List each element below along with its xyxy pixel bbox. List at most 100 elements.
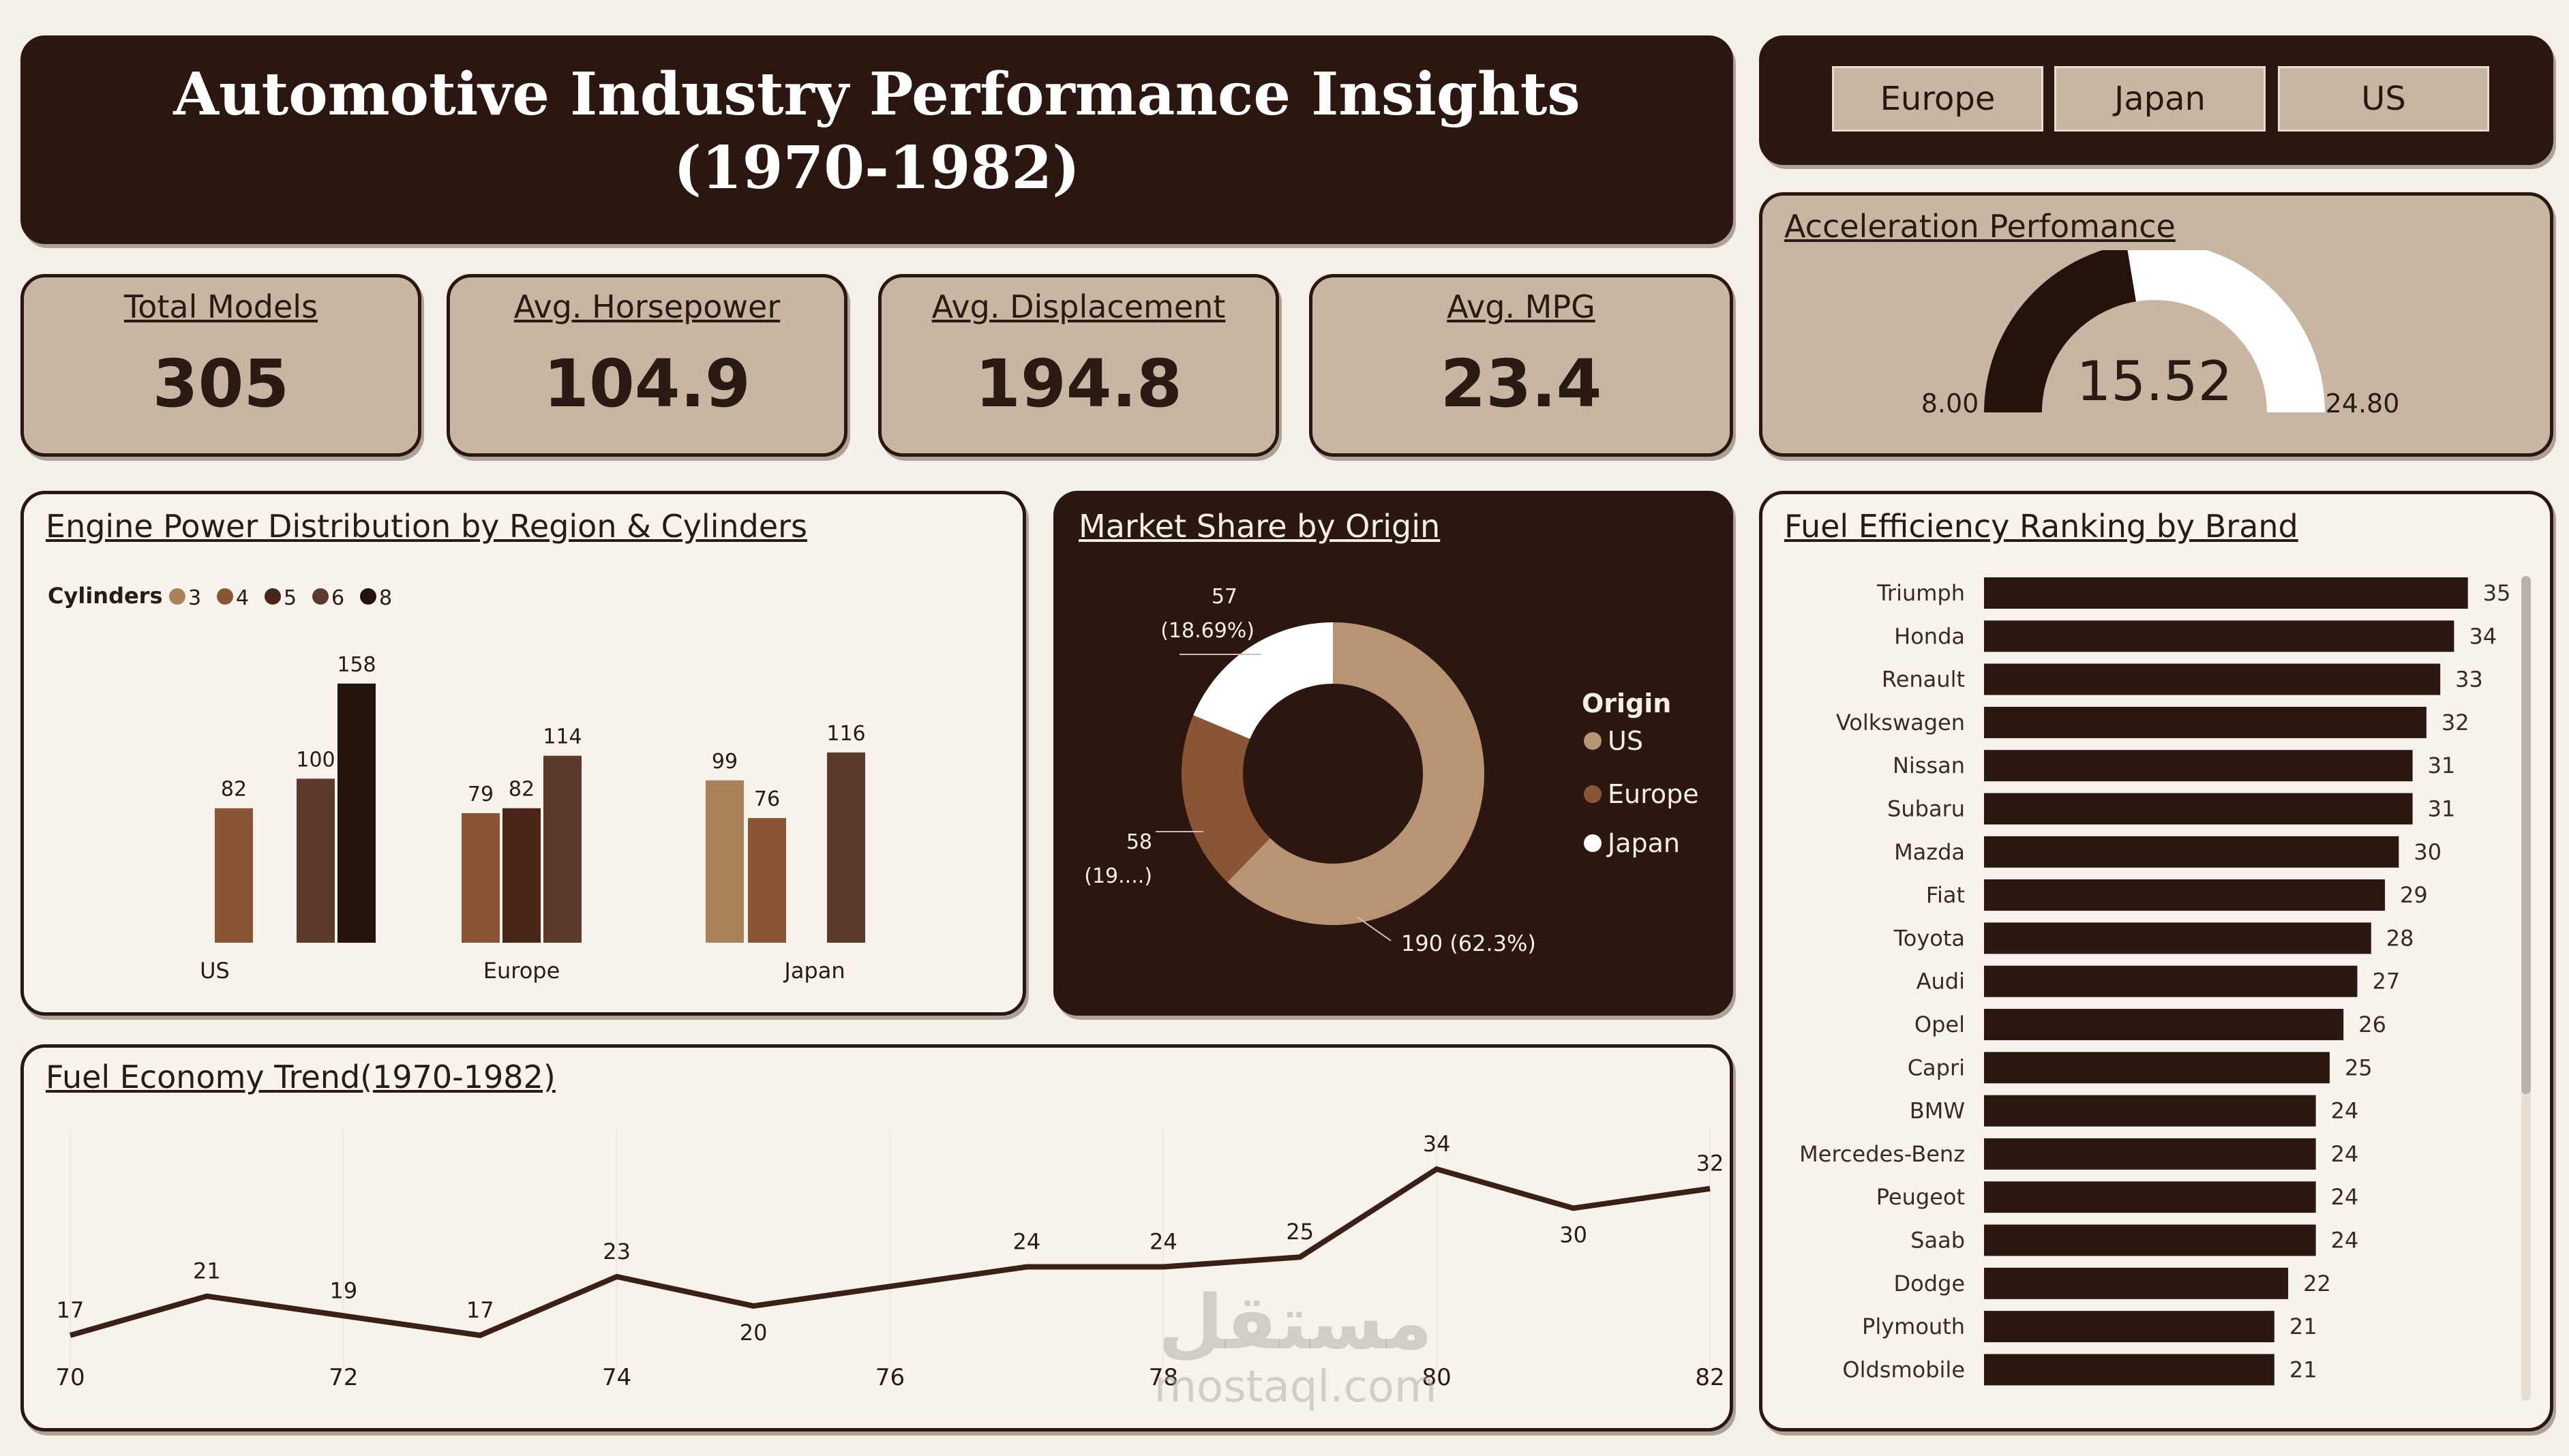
brand-bar-bmw[interactable] <box>1984 1095 2316 1127</box>
brand-label: Capri <box>1908 1055 1965 1080</box>
brand-value-label: 24 <box>2331 1184 2359 1210</box>
engine-bar-label: 79 <box>468 783 494 806</box>
acceleration-gauge-card: Acceleration Perfomance 8.00 24.80 15.52 <box>1759 192 2553 457</box>
kpi-label: Avg. Horsepower <box>513 288 781 325</box>
brand-bar-mercedes-benz[interactable] <box>1984 1138 2316 1170</box>
brand-value-label: 31 <box>2428 753 2456 778</box>
brand-bar-honda[interactable] <box>1984 620 2454 652</box>
brand-value-label: 25 <box>2345 1055 2373 1080</box>
trend-line <box>69 1166 1711 1339</box>
kpi-avg-mpg: Avg. MPG 23.4 <box>1309 274 1733 457</box>
engine-bar-label: 99 <box>712 750 738 774</box>
slicer-button-japan[interactable]: Japan <box>2054 66 2266 132</box>
brand-bar-opel[interactable] <box>1984 1009 2344 1040</box>
brand-bar-toyota[interactable] <box>1984 922 2371 954</box>
fuel-economy-trend-card: Fuel Economy Trend(1970-1982) 70 72 74 76 78… <box>20 1044 1733 1431</box>
legend-europe: Europe <box>1608 779 1699 809</box>
kpi-avg-horsepower: Avg. Horsepower 104.9 <box>447 274 847 457</box>
brand-label: Opel <box>1914 1012 1965 1037</box>
brand-value-label: 21 <box>2289 1314 2317 1339</box>
brand-label: Fiat <box>1926 882 1965 908</box>
brand-label: Mazda <box>1894 839 1965 865</box>
trend-point-label: 25 <box>1286 1219 1314 1245</box>
gauge-fill <box>1984 250 2136 412</box>
legend-label-cyl-3: 3 <box>188 586 201 610</box>
brand-bar-triumph[interactable] <box>1984 577 2468 609</box>
brand-bar-volkswagen[interactable] <box>1984 706 2427 738</box>
market-share-title: Market Share by Origin <box>1079 508 1441 545</box>
brand-label: Plymouth <box>1862 1314 1965 1339</box>
europe-value-label: 58 <box>1126 830 1152 854</box>
gauge-chart: 8.00 24.80 15.52 <box>1921 250 2399 419</box>
kpi-value: 194.8 <box>975 346 1182 422</box>
slicer-button-us[interactable]: US <box>2278 66 2489 132</box>
engine-bar-label: 82 <box>509 778 535 802</box>
legend-dot-us <box>1584 732 1602 750</box>
engine-bar-japan-cyl-4[interactable] <box>748 818 786 943</box>
kpi-value: 104.9 <box>543 346 751 422</box>
japan-pct-label: (18.69%) <box>1160 619 1255 643</box>
engine-bar-label: 82 <box>221 778 247 802</box>
legend-label-cyl-4: 4 <box>236 586 249 610</box>
slicer-button-europe[interactable]: Europe <box>1832 66 2043 132</box>
brand-value-label: 30 <box>2414 839 2442 865</box>
brand-bar-mazda[interactable] <box>1984 836 2399 868</box>
donut-slice-europe[interactable] <box>1182 715 1270 882</box>
engine-power-chart: Cylinders 3 4 5 6 8 82 100 158 US 79 82 114 Europe 9… <box>48 583 866 984</box>
brand-bar-capri[interactable] <box>1984 1052 2330 1084</box>
donut-slice-japan[interactable] <box>1193 622 1333 740</box>
brand-bar-renault[interactable] <box>1984 663 2441 695</box>
legend-dot-cyl-3 <box>169 588 185 605</box>
fuel-efficiency-card: Fuel Efficiency Ranking by Brand Triumph… <box>1759 491 2553 1431</box>
engine-bar-europe-cyl-5[interactable] <box>502 808 541 943</box>
engine-bar-europe-cyl-4[interactable] <box>462 813 500 943</box>
legend-us: US <box>1608 726 1643 756</box>
gauge-value-label: 15.52 <box>2076 350 2232 413</box>
legend-dot-cyl-4 <box>217 588 233 605</box>
kpi-label: Avg. Displacement <box>931 288 1226 325</box>
brand-value-label: 28 <box>2386 925 2414 951</box>
brand-value-label: 34 <box>2469 623 2497 649</box>
brand-label: Dodge <box>1893 1271 1965 1296</box>
trend-x-tick: 76 <box>875 1364 905 1391</box>
market-share-donut: 57 (18.69%) 58 (19....) 190 (62.3%) Orig… <box>1084 585 1699 956</box>
brand-bar-fiat[interactable] <box>1984 879 2386 911</box>
scrollbar[interactable] <box>2521 576 2531 1401</box>
origin-legend-title: Origin <box>1582 688 1671 718</box>
kpi-value: 305 <box>152 346 290 422</box>
trend-point-label: 21 <box>193 1258 221 1284</box>
kpi-label: Avg. MPG <box>1447 288 1595 325</box>
scrollbar-thumb[interactable] <box>2521 576 2531 1094</box>
brand-bar-oldsmobile[interactable] <box>1984 1354 2274 1386</box>
brand-bar-dodge[interactable] <box>1984 1267 2289 1299</box>
brand-value-label: 32 <box>2442 710 2469 735</box>
engine-bar-us-cyl-4[interactable] <box>215 808 253 943</box>
kpi-label: Total Models <box>123 288 318 325</box>
brand-bar-nissan[interactable] <box>1984 750 2413 782</box>
trend-point-label: 24 <box>1013 1229 1041 1255</box>
brand-label: Triumph <box>1876 580 1965 606</box>
trend-x-tick: 74 <box>602 1364 631 1391</box>
engine-bar-us-cyl-8[interactable] <box>337 683 376 943</box>
engine-bar-japan-cyl-6[interactable] <box>827 752 865 943</box>
donut-slice-us[interactable] <box>1227 622 1484 925</box>
brand-bar-subaru[interactable] <box>1984 793 2413 825</box>
brand-bar-plymouth[interactable] <box>1984 1311 2274 1343</box>
engine-bar-europe-cyl-6[interactable] <box>543 755 582 943</box>
trend-title: Fuel Economy Trend(1970-1982) <box>46 1059 556 1095</box>
legend-label-cyl-5: 5 <box>284 586 297 610</box>
engine-bar-label: 116 <box>826 722 865 746</box>
engine-bar-us-cyl-6[interactable] <box>297 778 335 943</box>
engine-power-card: Engine Power Distribution by Region & Cy… <box>20 491 1026 1016</box>
engine-bar-label: 76 <box>754 787 780 811</box>
page-title-line2: (1970-1982) <box>674 134 1080 202</box>
brand-bar-peugeot[interactable] <box>1984 1181 2316 1213</box>
europe-pct-label: (19....) <box>1084 864 1152 888</box>
engine-bar-japan-cyl-3[interactable] <box>706 780 744 943</box>
fuel-economy-trend-chart: 70 72 74 76 78 80 82 17 21 19 17 23 20 24 24 25 34 30 32 <box>55 1129 1725 1391</box>
engine-category-label: Europe <box>483 958 560 984</box>
brand-bar-saab[interactable] <box>1984 1224 2316 1256</box>
trend-x-tick: 80 <box>1422 1364 1452 1391</box>
engine-bar-label: 114 <box>543 725 582 749</box>
brand-bar-audi[interactable] <box>1984 965 2358 997</box>
